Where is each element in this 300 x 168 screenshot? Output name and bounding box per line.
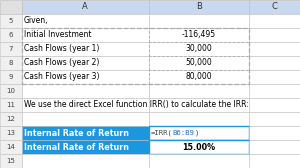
Bar xyxy=(148,154,249,168)
Text: 14: 14 xyxy=(7,144,15,150)
Bar xyxy=(249,56,300,70)
Bar xyxy=(249,28,300,42)
Text: 12: 12 xyxy=(7,116,15,122)
Bar xyxy=(249,112,300,126)
Bar xyxy=(22,112,148,126)
Bar xyxy=(249,14,300,28)
Text: =IRR(: =IRR( xyxy=(151,130,173,136)
Bar xyxy=(249,140,300,154)
Bar xyxy=(249,42,300,56)
Bar xyxy=(249,126,300,140)
Bar xyxy=(249,0,300,14)
Bar xyxy=(148,28,249,42)
Text: 11: 11 xyxy=(7,102,16,108)
Bar xyxy=(0,126,22,140)
Bar xyxy=(0,140,22,154)
Bar xyxy=(22,28,249,84)
Bar xyxy=(0,14,22,28)
Text: Initial Investment: Initial Investment xyxy=(24,30,92,39)
Bar xyxy=(22,84,148,98)
Bar xyxy=(22,42,148,56)
Text: Cash Flows (year 1): Cash Flows (year 1) xyxy=(24,44,99,53)
Text: 13: 13 xyxy=(7,130,16,136)
Bar xyxy=(0,84,22,98)
Text: B: B xyxy=(196,2,202,11)
Bar xyxy=(22,0,148,14)
Text: Given,: Given, xyxy=(24,16,49,25)
Text: We use the direct Excel function IRR() to calculate the IRR:: We use the direct Excel function IRR() t… xyxy=(24,100,249,110)
Text: Internal Rate of Return: Internal Rate of Return xyxy=(24,129,129,138)
Bar xyxy=(148,84,249,98)
Bar xyxy=(148,70,249,84)
Text: 80,000: 80,000 xyxy=(185,72,212,81)
Text: 50,000: 50,000 xyxy=(185,58,212,67)
Bar xyxy=(148,112,249,126)
Bar xyxy=(148,56,249,70)
Bar xyxy=(22,70,148,84)
Bar xyxy=(0,98,22,112)
Text: 30,000: 30,000 xyxy=(185,44,212,53)
Bar xyxy=(249,98,300,112)
Text: Cash Flows (year 3): Cash Flows (year 3) xyxy=(24,72,100,81)
Bar xyxy=(249,154,300,168)
Text: 15.00%: 15.00% xyxy=(182,142,215,152)
Bar xyxy=(22,140,148,154)
Bar xyxy=(148,0,249,14)
Text: Internal Rate of Return: Internal Rate of Return xyxy=(24,142,129,152)
Text: B6:B9: B6:B9 xyxy=(173,130,195,136)
Bar xyxy=(0,42,22,56)
Text: 15: 15 xyxy=(7,158,15,164)
Text: 8: 8 xyxy=(9,60,13,66)
Text: ): ) xyxy=(195,130,199,136)
Bar xyxy=(249,70,300,84)
Bar xyxy=(148,14,249,28)
Text: 7: 7 xyxy=(9,46,13,52)
Bar xyxy=(0,28,22,42)
Text: 5: 5 xyxy=(9,18,13,24)
Text: A: A xyxy=(82,2,88,11)
Text: 6: 6 xyxy=(9,32,13,38)
Bar xyxy=(0,154,22,168)
Bar xyxy=(22,56,148,70)
Text: C: C xyxy=(272,2,278,11)
Bar xyxy=(22,154,148,168)
Bar xyxy=(249,84,300,98)
Bar xyxy=(0,0,22,14)
Bar xyxy=(148,126,249,140)
Bar xyxy=(0,70,22,84)
Bar xyxy=(22,98,148,112)
Text: 9: 9 xyxy=(9,74,13,80)
Bar xyxy=(0,112,22,126)
Bar xyxy=(148,140,249,154)
Bar xyxy=(0,56,22,70)
Bar xyxy=(148,98,249,112)
Text: Cash Flows (year 2): Cash Flows (year 2) xyxy=(24,58,99,67)
Text: -116,495: -116,495 xyxy=(182,30,216,39)
Bar xyxy=(22,28,148,42)
Bar xyxy=(22,126,148,140)
Text: 10: 10 xyxy=(7,88,16,94)
Bar xyxy=(22,14,148,28)
Bar xyxy=(148,42,249,56)
